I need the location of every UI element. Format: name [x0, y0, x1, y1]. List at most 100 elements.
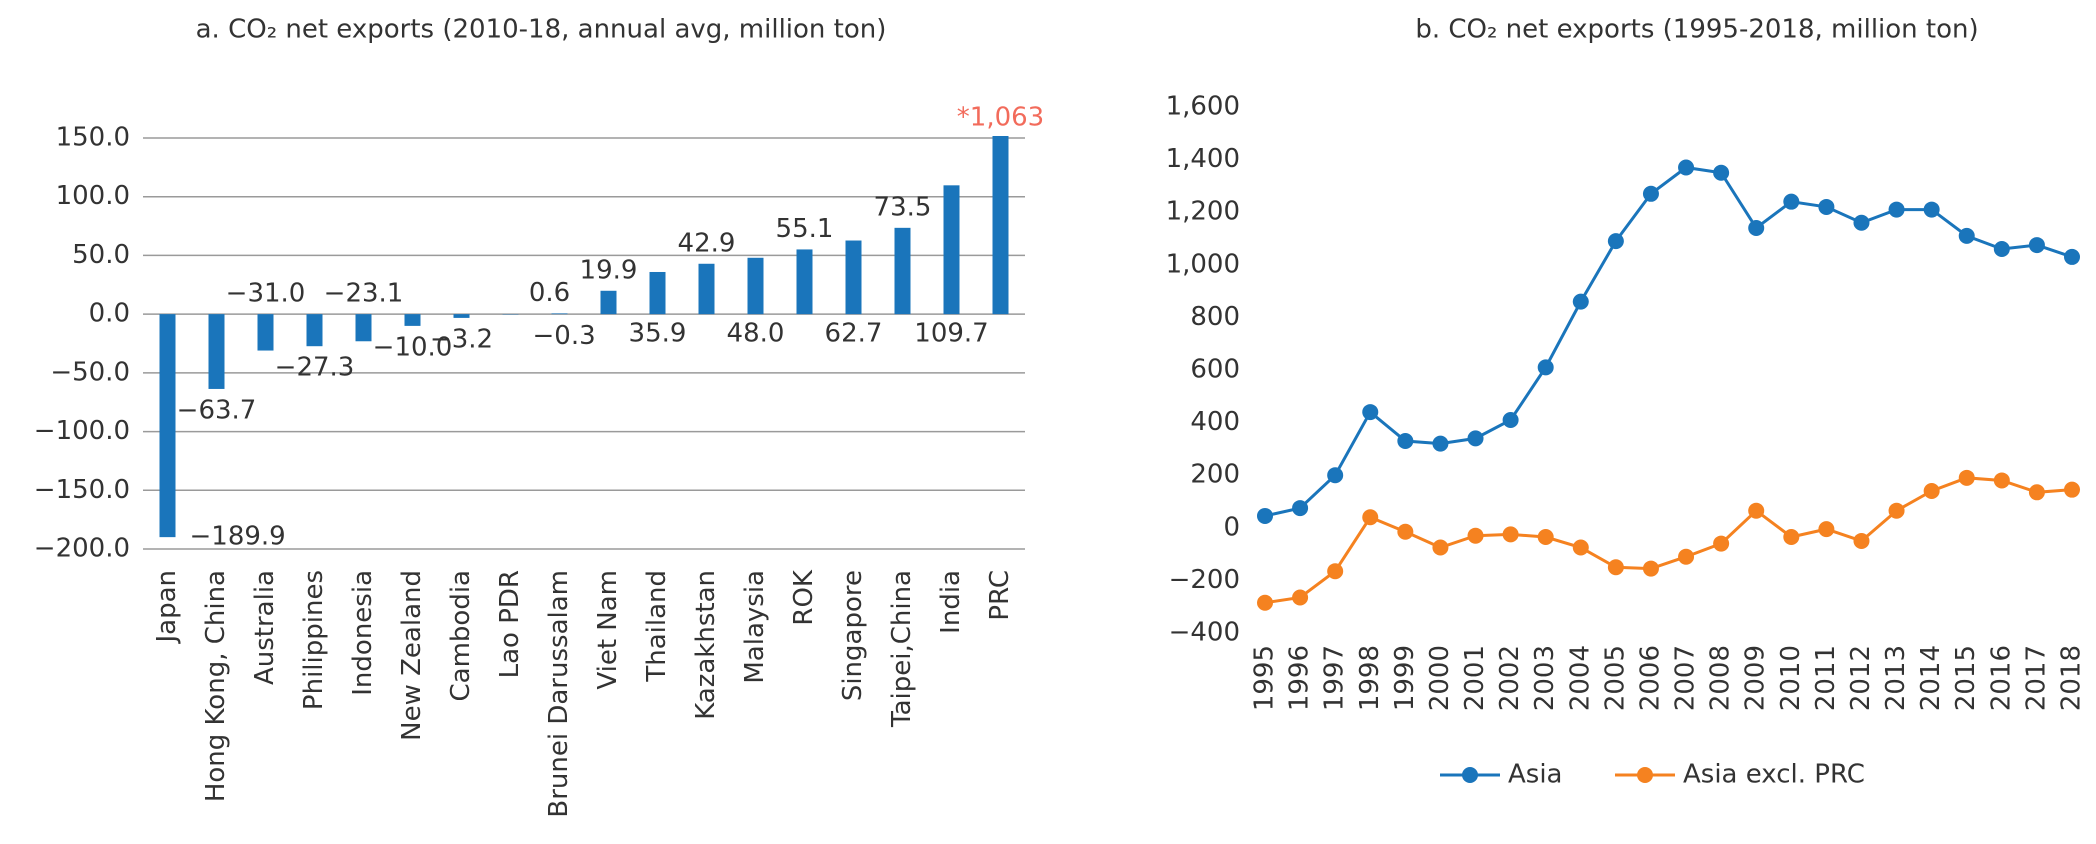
series-marker: [1783, 529, 1800, 546]
x-tick-label: Australia: [250, 570, 280, 685]
x-tick-label: 2010: [1776, 645, 1806, 711]
series-marker: [1362, 404, 1379, 421]
series-line: [1264, 476, 2073, 605]
series-marker: [2064, 248, 2080, 265]
bar: [404, 314, 421, 326]
x-tick-label: 1997: [1320, 645, 1350, 711]
x-tick-label: 2008: [1706, 645, 1736, 711]
x-tick-label: 1999: [1390, 645, 1420, 711]
x-tick-label: 2004: [1565, 645, 1595, 711]
bar: [306, 314, 323, 347]
bar: [159, 314, 176, 538]
bars: [159, 136, 1009, 538]
bar: [208, 314, 225, 389]
series-marker: [1502, 411, 1519, 428]
series-marker: [1818, 198, 1835, 215]
y-tick-label: −200.0: [34, 534, 130, 564]
series-marker: [1467, 430, 1484, 447]
series-marker: [1888, 502, 1905, 519]
data-label: 35.9: [629, 319, 687, 349]
x-tick-label: 2014: [1916, 645, 1946, 711]
x-tick-label: 1996: [1285, 645, 1315, 711]
series-marker: [1537, 529, 1554, 546]
series-marker: [1642, 560, 1659, 577]
y-tick-label: 800: [1190, 302, 1240, 332]
x-tick-label: Malaysia: [740, 570, 770, 684]
legend-label: Asia excl. PRC: [1683, 760, 1865, 790]
data-label: 19.9: [580, 255, 638, 285]
series-line: [1264, 165, 2073, 518]
x-tick-label: Thailand: [642, 570, 672, 683]
x-tick-label: Singapore: [838, 570, 868, 701]
x-tick-label: ROK: [789, 569, 819, 626]
series-marker: [1327, 563, 1344, 580]
bar: [796, 249, 813, 315]
data-label: 73.5: [874, 192, 932, 222]
series-marker: [2028, 237, 2045, 254]
x-tick-label: New Zealand: [397, 570, 427, 741]
y-tick-label: 0: [1223, 512, 1240, 542]
series-marker: [1818, 521, 1835, 538]
data-label: −189.9: [190, 522, 286, 552]
series-marker: [1502, 526, 1519, 543]
series-marker: [1327, 467, 1344, 484]
data-label: −31.0: [226, 279, 306, 309]
bar: [992, 136, 1009, 315]
bar: [845, 240, 862, 315]
bar: [649, 271, 666, 315]
x-tick-label: 2006: [1635, 645, 1665, 711]
chart-title: b. CO₂ net exports (1995-2018, million t…: [1415, 15, 1978, 45]
bar: [747, 257, 764, 315]
y-tick-label: 400: [1190, 407, 1240, 437]
x-tick-label: 2002: [1495, 645, 1525, 711]
series-marker: [1432, 435, 1449, 452]
y-tick-label: 0.0: [89, 299, 130, 329]
legend-marker: [1462, 767, 1478, 783]
y-tick-label: −100.0: [34, 416, 130, 446]
data-label: −0.3: [533, 321, 596, 351]
data-label: 0.6: [529, 278, 570, 308]
bar: [257, 314, 274, 351]
legend-marker: [1637, 767, 1653, 783]
bar: [943, 185, 960, 315]
y-tick-label: 100.0: [56, 181, 130, 211]
x-tick-label: 2003: [1530, 645, 1560, 711]
y-tick-label: 1,600: [1166, 92, 1240, 122]
x-tick-label: 2015: [1951, 645, 1981, 711]
x-tick-label: 1995: [1250, 645, 1280, 711]
x-tick-label: India: [936, 570, 966, 634]
data-label: −27.3: [275, 353, 355, 383]
data-label: 109.7: [914, 319, 988, 349]
series-marker: [1993, 241, 2010, 258]
x-tick-label: Philippines: [299, 570, 329, 710]
series-marker: [1923, 201, 1940, 218]
series-marker: [1678, 159, 1695, 176]
series-marker: [1397, 433, 1414, 450]
data-label: *1,063: [957, 103, 1044, 133]
bar: [355, 314, 372, 342]
series-marker: [1748, 502, 1765, 519]
x-tick-label: 2000: [1425, 645, 1455, 711]
y-tick-label: 200: [1190, 460, 1240, 490]
series-marker: [1713, 164, 1730, 181]
y-tick-label: 1,200: [1166, 197, 1240, 227]
x-tick-label: Indonesia: [348, 570, 378, 696]
x-tick-label: 2007: [1671, 645, 1701, 711]
series-marker: [1888, 201, 1905, 218]
data-label: 62.7: [825, 319, 883, 349]
x-tick-label: Hong Kong, China: [201, 570, 231, 802]
series-marker: [1783, 193, 1800, 210]
legend-label: Asia: [1508, 760, 1563, 790]
bar: [453, 314, 470, 318]
x-tick-label: 2016: [1986, 645, 2016, 711]
series-marker: [1607, 233, 1624, 250]
series-marker: [1572, 293, 1589, 310]
y-tick-label: 600: [1190, 355, 1240, 385]
x-tick-label: 2001: [1460, 645, 1490, 711]
series-marker: [1572, 539, 1589, 556]
series-marker: [1748, 219, 1765, 236]
bar: [600, 290, 617, 315]
data-label: −63.7: [177, 395, 257, 425]
y-tick-label: −200: [1169, 565, 1240, 595]
